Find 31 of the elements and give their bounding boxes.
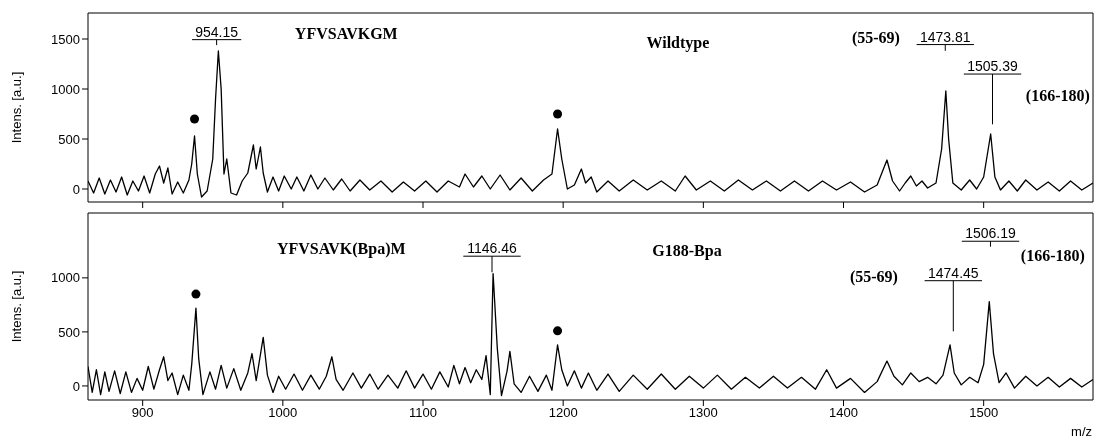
y-axis-title: Intens. [a.u.] xyxy=(8,71,24,144)
y-tick-label: 0 xyxy=(72,181,80,197)
x-tick-label: 1100 xyxy=(409,405,437,421)
x-tick-label: 1200 xyxy=(548,405,578,421)
annotation: (166-180) xyxy=(1025,87,1090,106)
annotation: 1505.39 xyxy=(967,58,1019,75)
y-tick-label: 1000 xyxy=(51,81,80,97)
x-tick-label: 1300 xyxy=(688,405,718,421)
annotation: YFVSAVKGM xyxy=(294,25,398,43)
annotation: 954.15 xyxy=(195,23,239,40)
y-tick-label: 1500 xyxy=(51,31,80,47)
annotation: 1473.81 xyxy=(919,28,971,45)
annotation: (55-69) xyxy=(849,268,898,287)
annotation: Wildtype xyxy=(646,33,710,52)
annotation: G188-Bpa xyxy=(652,242,722,261)
x-tick-label: 900 xyxy=(131,405,154,421)
annotation: (55-69) xyxy=(851,29,900,48)
y-axis-title: Intens. [a.u.] xyxy=(8,270,24,343)
annotation: (166-180) xyxy=(1020,246,1085,265)
y-tick-label: 500 xyxy=(58,324,80,340)
annotation: 1506.19 xyxy=(965,225,1017,242)
y-tick-label: 500 xyxy=(58,131,80,147)
y-tick-label: 0 xyxy=(72,378,80,394)
x-tick-label: 1400 xyxy=(829,405,858,421)
x-axis-title: m/z xyxy=(1071,424,1092,439)
y-tick-label: 1000 xyxy=(51,270,80,286)
annotation: 1474.45 xyxy=(928,264,979,281)
x-tick-label: 1500 xyxy=(969,405,999,421)
x-tick-label: 1000 xyxy=(268,405,298,421)
annotation: 1146.46 xyxy=(467,240,517,257)
annotation: YFVSAVK(Bpa)M xyxy=(276,240,406,259)
